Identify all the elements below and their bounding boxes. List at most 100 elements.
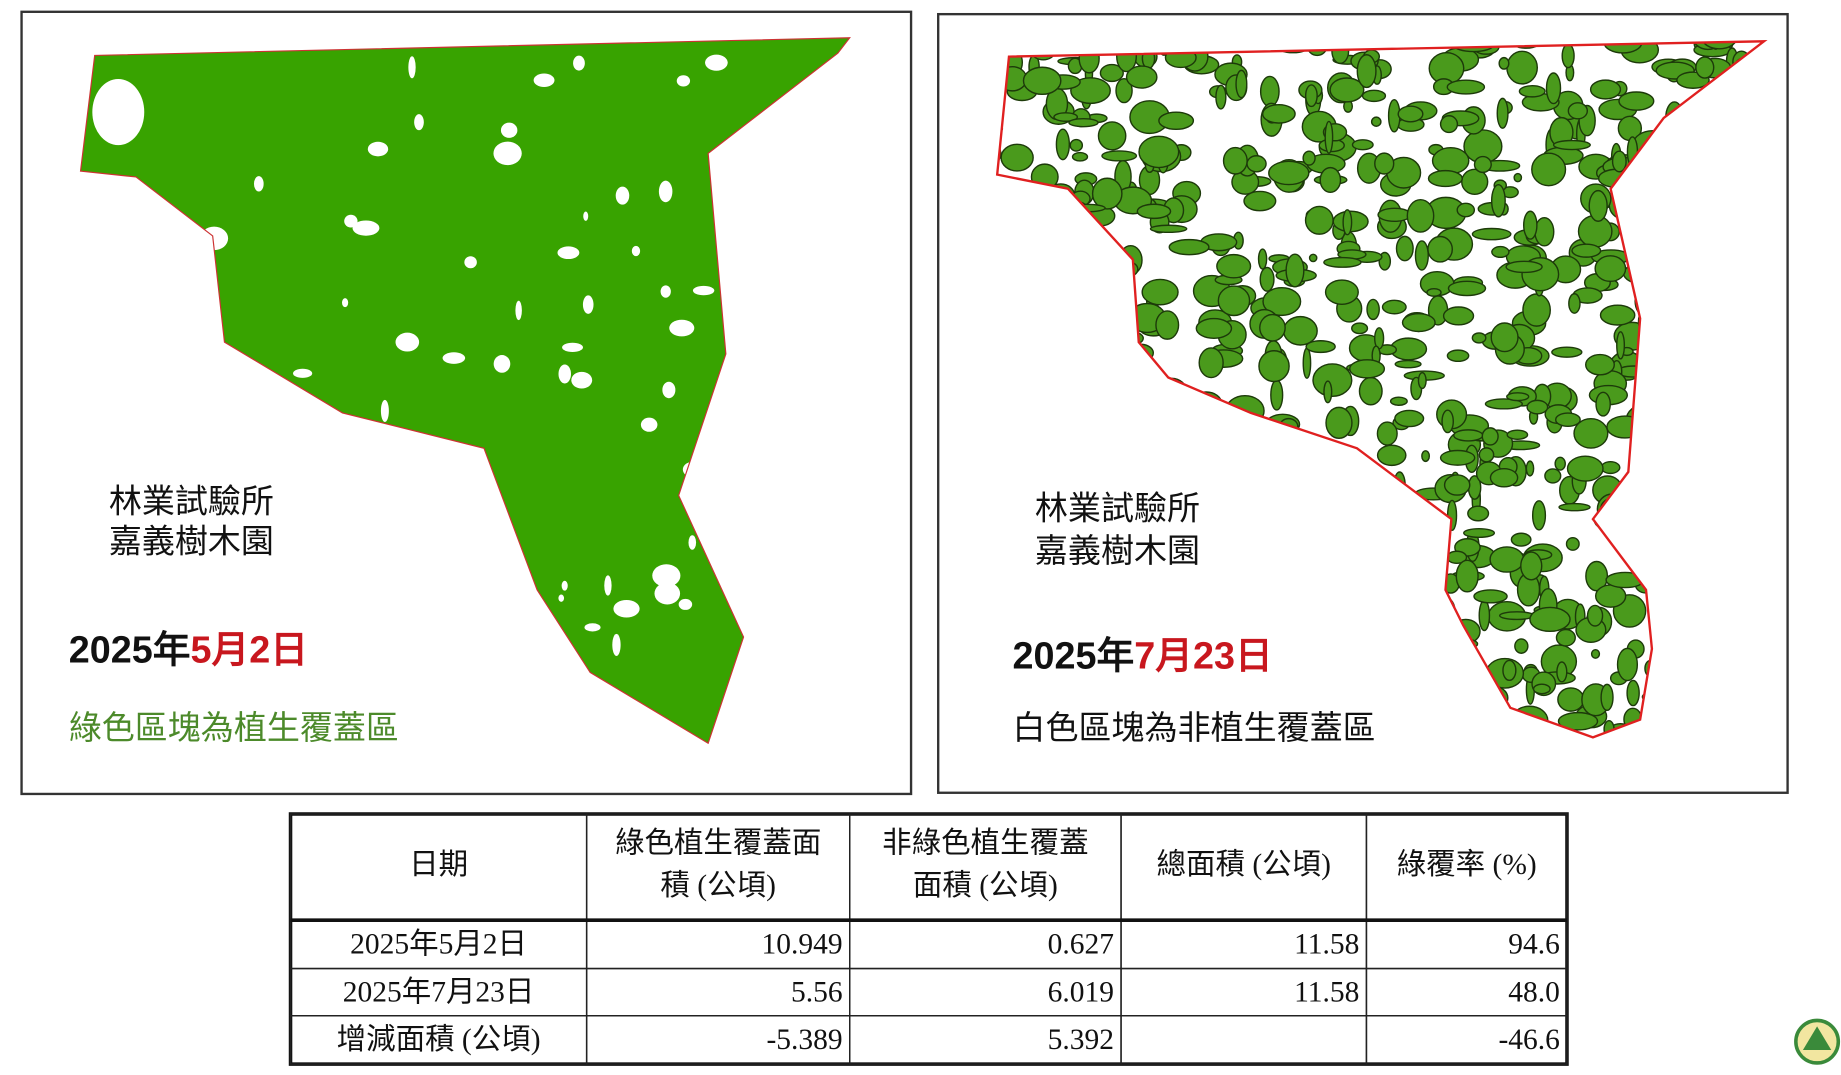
map-hole (493, 355, 511, 373)
map-hole (515, 300, 522, 321)
vegetation-patch (1498, 611, 1535, 621)
map-hole (660, 285, 671, 298)
vegetation-patch (1446, 79, 1486, 95)
vegetation-patch (1351, 322, 1369, 335)
vegetation-patch (1573, 417, 1609, 449)
vegetation-patch (1115, 78, 1133, 104)
vegetation-patch (1551, 346, 1583, 358)
vegetation-patch (1561, 43, 1575, 69)
column-header: 綠覆率 (%) (1397, 848, 1537, 881)
vegetation-patch (1571, 243, 1602, 258)
vegetation-patch (1481, 427, 1499, 446)
map-hole (92, 79, 145, 146)
map-hole (380, 399, 389, 422)
vegetation-patch (1195, 317, 1233, 339)
vegetation-patch (1158, 111, 1195, 131)
map-hole (615, 186, 630, 205)
vegetation-patch (1259, 266, 1275, 292)
map-hole (558, 594, 565, 602)
caption: 白色區塊為非植生覆蓋區 (1013, 710, 1376, 747)
vegetation-patch (1506, 392, 1530, 402)
vegetation-patch (1510, 532, 1532, 547)
map-hole (584, 623, 601, 632)
vegetation-patch (1323, 380, 1333, 404)
vegetation-patch (1070, 77, 1111, 105)
vegetation-patch (1554, 412, 1581, 428)
vegetation-patch (1323, 256, 1362, 268)
date-month-day: 5月2日 (190, 628, 307, 670)
vegetation-patch (1484, 398, 1524, 410)
org-name: 嘉義樹木園 (109, 524, 274, 561)
column-header: 面積 (公頃) (913, 869, 1058, 902)
map-hole (562, 342, 584, 352)
vegetation-patch (1568, 293, 1581, 314)
vegetation-patch (1138, 135, 1180, 169)
vegetation-patch (1325, 406, 1353, 439)
map-hole (669, 319, 695, 337)
vegetation-patch (1544, 468, 1562, 484)
row-label: 2025年7月23日 (343, 975, 535, 1008)
vegetation-patch (1282, 315, 1318, 346)
vegetation-patch (1490, 183, 1506, 218)
vegetation-patch (1305, 340, 1336, 354)
vegetation-patch (1136, 203, 1172, 220)
vegetation-patch (1554, 456, 1566, 471)
vegetation-patch (1426, 287, 1442, 297)
vegetation-patch (1439, 115, 1459, 134)
map-hole (658, 180, 673, 203)
vegetation-patch (1545, 72, 1562, 105)
map-hole (652, 564, 681, 587)
vegetation-patch (1478, 447, 1495, 463)
vegetation-patch (1312, 363, 1353, 398)
vegetation-patch (1259, 75, 1280, 108)
map-hole (395, 332, 420, 352)
date: 2025年5月2日 (69, 628, 308, 670)
org-name: 林業試驗所 (109, 483, 274, 520)
vegetation-patch (1532, 683, 1551, 695)
vegetation-patch (1366, 298, 1380, 321)
vegetation-patch (1414, 240, 1429, 271)
map-hole (442, 352, 466, 364)
map-hole (705, 54, 728, 71)
cell-value: -5.389 (766, 1024, 842, 1056)
vegetation-patch (1356, 54, 1377, 89)
vegetation-patch (1557, 687, 1585, 712)
vegetation-patch (1168, 238, 1210, 256)
vegetation-patch (1531, 500, 1547, 531)
vegetation-patch (1101, 150, 1138, 162)
vegetation-patch (1304, 205, 1334, 235)
vegetation-patch (1506, 50, 1539, 85)
vegetation-patch (1259, 313, 1286, 342)
vegetation-patch (1351, 139, 1374, 151)
map-hole (613, 599, 640, 618)
map-hole (408, 56, 416, 79)
vegetation-patch (1471, 227, 1512, 241)
logo (1794, 1018, 1841, 1065)
vegetation-patch (1439, 449, 1476, 466)
vegetation-patch (1491, 245, 1510, 259)
table-cell (1365, 1015, 1568, 1065)
vegetation-patch (1401, 312, 1436, 333)
vegetation-patch (1618, 91, 1655, 111)
vegetation-patch (1427, 235, 1454, 263)
vegetation-patch (1513, 172, 1523, 183)
vegetation-patch (1141, 278, 1179, 306)
map-hole (367, 141, 389, 157)
vegetation-patch (1349, 359, 1386, 379)
vegetation-patch (1626, 679, 1640, 707)
vegetation-patch (1217, 285, 1251, 317)
vegetation-patch (1446, 349, 1470, 363)
vegetation-patch (1406, 198, 1435, 233)
vegetation-patch (1374, 152, 1395, 175)
vegetation-patch (1555, 628, 1576, 647)
vegetation-patch (1506, 429, 1529, 440)
vegetation-patch (1055, 128, 1071, 161)
vegetation-patch (1502, 659, 1517, 682)
vegetation-patch (1302, 150, 1316, 166)
vegetation-patch (1558, 502, 1591, 512)
vegetation-patch (1518, 85, 1546, 98)
cell-value: 5.392 (1048, 1024, 1114, 1056)
